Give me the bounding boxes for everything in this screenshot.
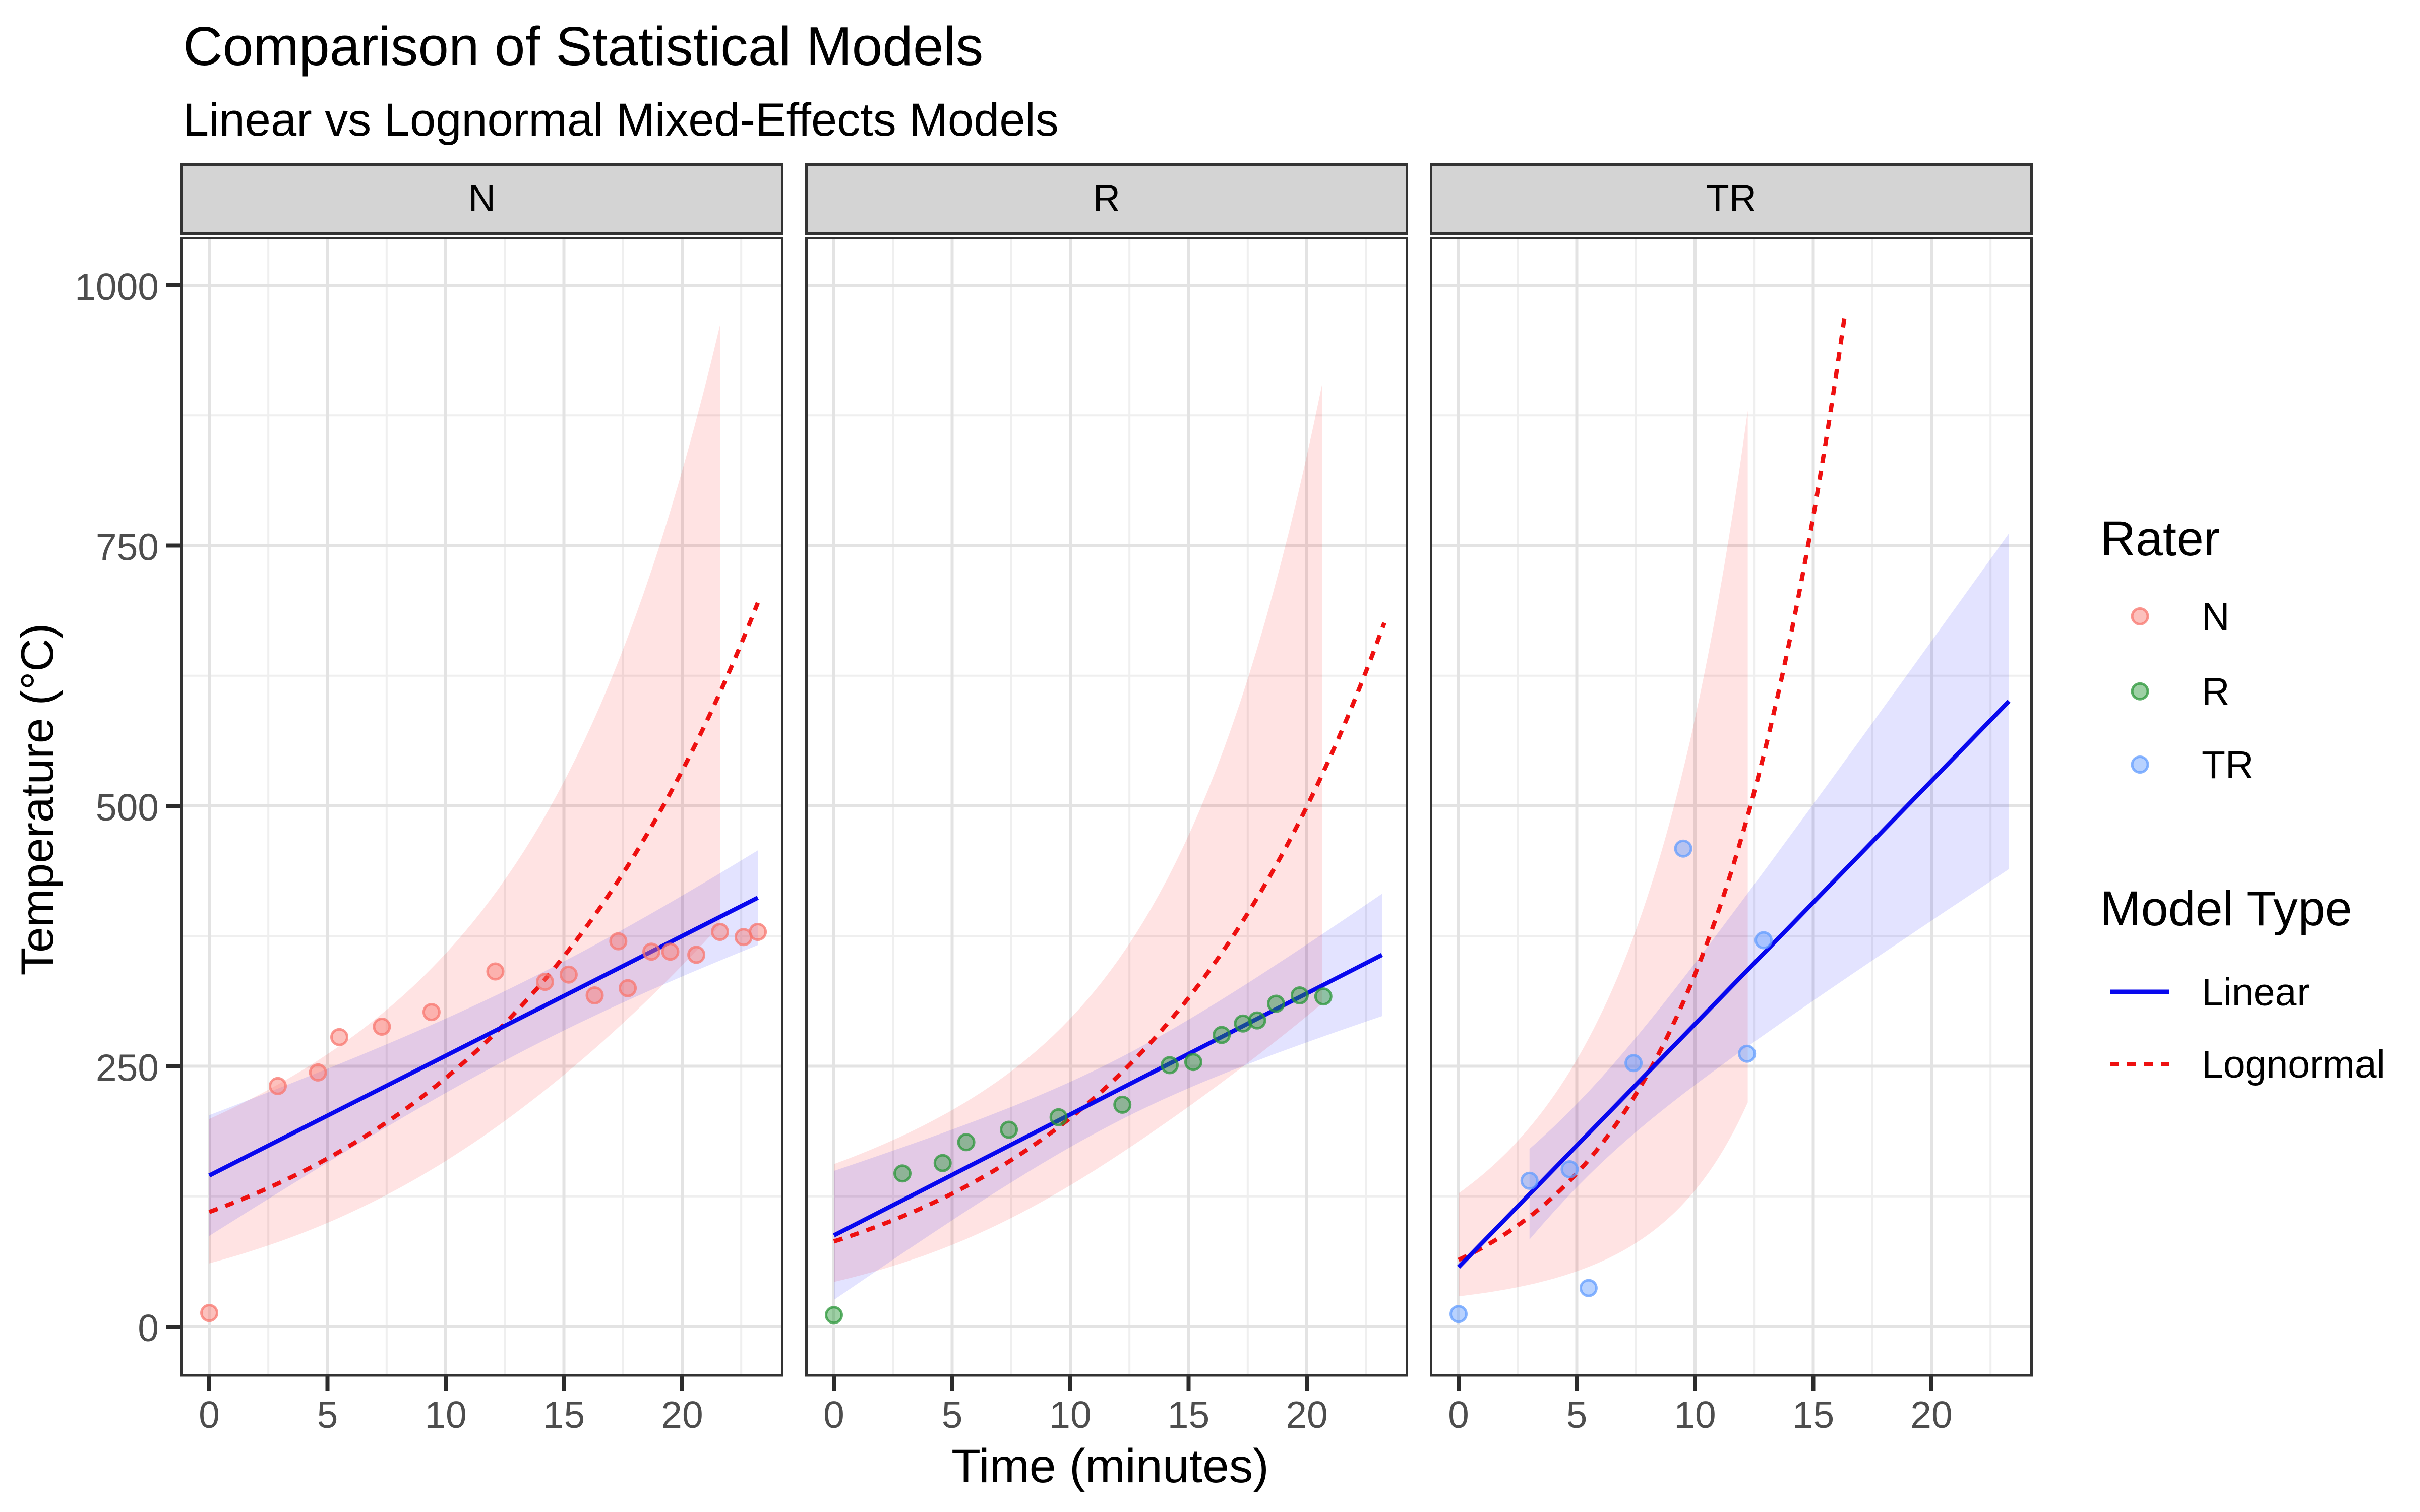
svg-text:Temperature (°C): Temperature (°C)	[12, 623, 63, 976]
svg-text:R: R	[1093, 177, 1120, 219]
svg-text:TR: TR	[2202, 743, 2254, 787]
svg-text:Lognormal: Lognormal	[2202, 1043, 2385, 1086]
svg-text:N: N	[2202, 595, 2230, 639]
svg-text:1000: 1000	[75, 266, 159, 308]
svg-text:10: 10	[1049, 1394, 1091, 1436]
svg-text:10: 10	[425, 1394, 466, 1436]
svg-text:0: 0	[1448, 1394, 1469, 1436]
svg-text:R: R	[2202, 670, 2230, 714]
svg-text:750: 750	[96, 526, 159, 569]
svg-text:20: 20	[1910, 1394, 1952, 1436]
svg-text:15: 15	[1168, 1394, 1209, 1436]
svg-text:0: 0	[823, 1394, 844, 1436]
svg-text:N: N	[468, 177, 496, 219]
svg-text:0: 0	[138, 1307, 159, 1349]
svg-text:20: 20	[661, 1394, 703, 1436]
svg-text:Rater: Rater	[2100, 511, 2220, 566]
svg-text:Time (minutes): Time (minutes)	[951, 1439, 1269, 1493]
svg-text:Linear vs Lognormal Mixed-Effe: Linear vs Lognormal Mixed-Effects Models	[183, 94, 1059, 146]
svg-text:500: 500	[96, 786, 159, 829]
svg-text:Model Type: Model Type	[2100, 881, 2352, 936]
svg-text:20: 20	[1286, 1394, 1327, 1436]
svg-text:Comparison of Statistical Mode: Comparison of Statistical Models	[183, 16, 983, 77]
svg-text:15: 15	[1792, 1394, 1834, 1436]
svg-text:5: 5	[942, 1394, 963, 1436]
svg-text:0: 0	[199, 1394, 220, 1436]
svg-text:15: 15	[543, 1394, 585, 1436]
svg-text:250: 250	[96, 1047, 159, 1089]
svg-text:5: 5	[317, 1394, 338, 1436]
svg-text:Linear: Linear	[2202, 971, 2310, 1014]
svg-text:TR: TR	[1706, 177, 1757, 219]
svg-text:5: 5	[1566, 1394, 1588, 1436]
svg-text:10: 10	[1674, 1394, 1716, 1436]
